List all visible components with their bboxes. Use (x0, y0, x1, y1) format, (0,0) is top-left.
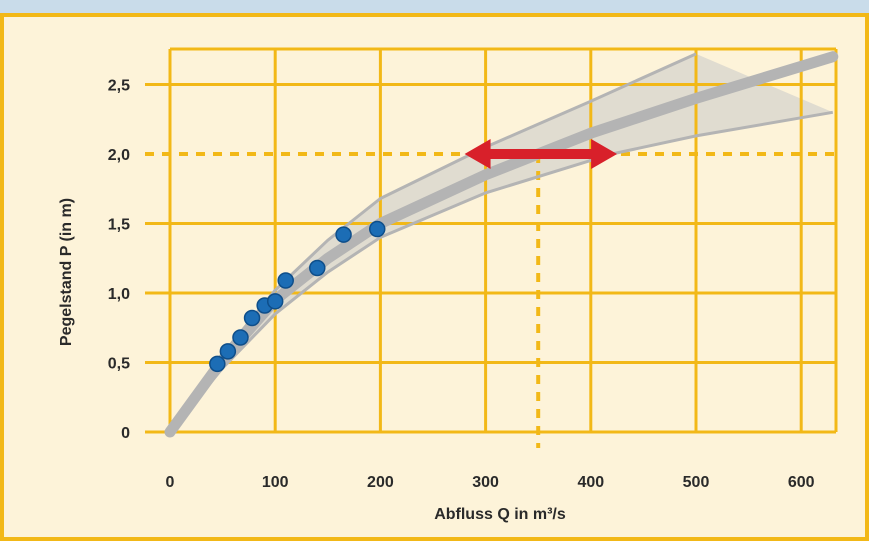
y-tick-label: 0,5 (108, 356, 130, 373)
x-tick-label: 500 (683, 474, 710, 491)
data-point (335, 226, 352, 243)
x-tick-label: 200 (367, 474, 394, 491)
fitted-curve (164, 51, 839, 438)
y-tick-label: 1,5 (108, 217, 130, 234)
data-point (309, 259, 326, 277)
data-point (277, 272, 294, 289)
uncertainty-band-group (170, 53, 833, 433)
y-tick-label: 2,0 (108, 147, 130, 164)
y-tick-label: 0 (121, 425, 130, 442)
y-axis-label: Pegelstand P (in m) (58, 198, 75, 346)
grid-group (145, 47, 838, 434)
uncertainty-band (170, 53, 833, 433)
x-tick-label: 100 (262, 474, 289, 491)
double-arrow (464, 139, 618, 169)
lower-bound-curve (168, 110, 834, 433)
data-points-group (209, 220, 386, 373)
reference-lines-group (145, 152, 836, 448)
data-point (368, 220, 386, 238)
y-tick-label: 1,0 (108, 286, 130, 303)
curves-group (164, 51, 839, 438)
data-point (266, 293, 284, 310)
x-axis-label: Abfluss Q in m³/s (434, 506, 566, 523)
data-point (219, 343, 237, 360)
y-tick-label: 2,5 (108, 78, 130, 95)
data-point (243, 309, 261, 327)
tick-labels-group: 0 100 200 300 400 500 600 0 0,5 1,0 1,5 2,0 2,5 (108, 78, 815, 492)
x-tick-label: 0 (166, 474, 175, 491)
x-tick-label: 400 (577, 474, 604, 491)
arrow-group (464, 139, 618, 169)
data-point (209, 355, 226, 373)
data-point (232, 329, 249, 346)
x-tick-label: 600 (788, 474, 815, 491)
x-tick-label: 300 (472, 474, 499, 491)
